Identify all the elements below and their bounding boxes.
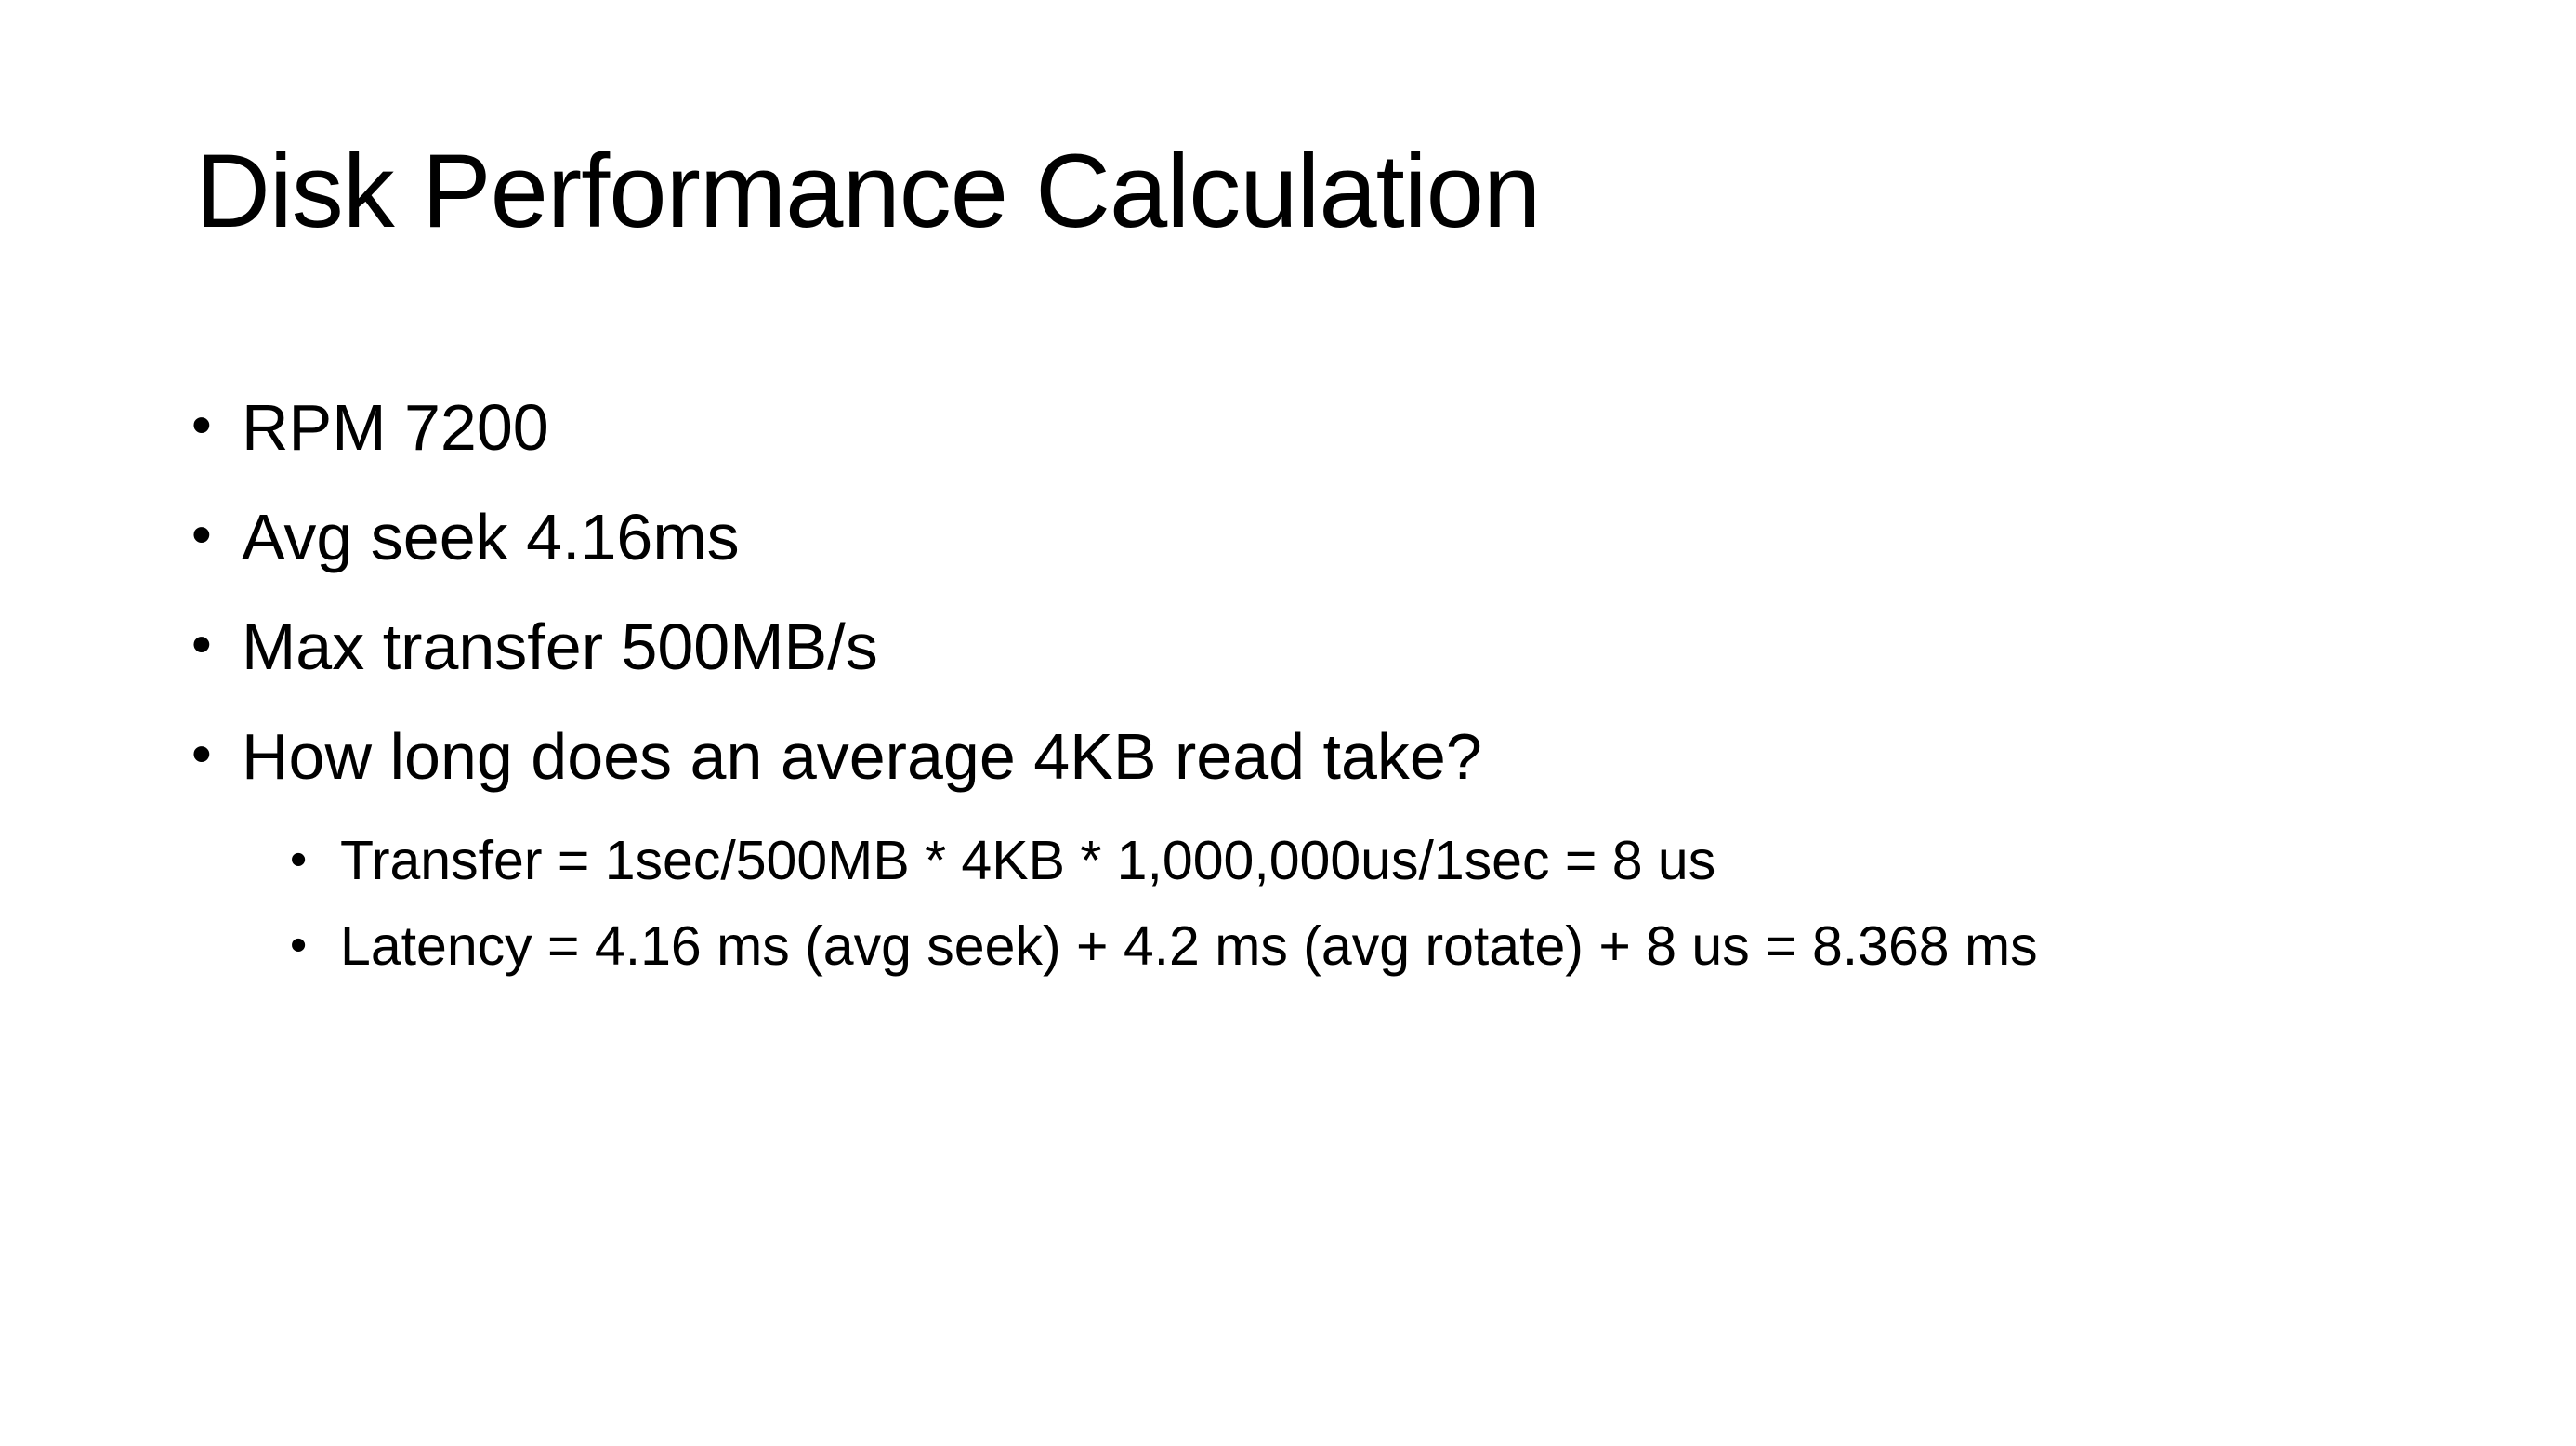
bullet-text: Max transfer 500MB/s	[242, 611, 878, 683]
bullet-text: Transfer = 1sec/500MB * 4KB * 1,000,000u…	[340, 830, 1716, 891]
bullet-text: Avg seek 4.16ms	[242, 501, 740, 573]
bullet-icon: •	[191, 612, 212, 677]
bullet-icon: •	[191, 393, 212, 457]
bullet-icon: •	[290, 833, 308, 887]
bullet-item-avg-seek: • Avg seek 4.16ms	[191, 505, 2038, 614]
sub-bullet-item-transfer: • Transfer = 1sec/500MB * 4KB * 1,000,00…	[191, 834, 2038, 919]
bullet-icon: •	[191, 722, 212, 786]
bullet-item-max-transfer: • Max transfer 500MB/s	[191, 614, 2038, 724]
bullet-list: • RPM 7200 • Avg seek 4.16ms • Max trans…	[191, 395, 2038, 1005]
bullet-item-rpm: • RPM 7200	[191, 395, 2038, 505]
bullet-text: Latency = 4.16 ms (avg seek) + 4.2 ms (a…	[340, 915, 2038, 977]
bullet-icon: •	[191, 503, 212, 567]
bullet-item-question: • How long does an average 4KB read take…	[191, 724, 2038, 834]
bullet-icon: •	[290, 918, 308, 972]
sub-bullet-item-latency: • Latency = 4.16 ms (avg seek) + 4.2 ms …	[191, 919, 2038, 1005]
bullet-text: RPM 7200	[242, 391, 549, 464]
slide-title: Disk Performance Calculation	[195, 133, 1541, 249]
bullet-text: How long does an average 4KB read take?	[242, 720, 1482, 793]
